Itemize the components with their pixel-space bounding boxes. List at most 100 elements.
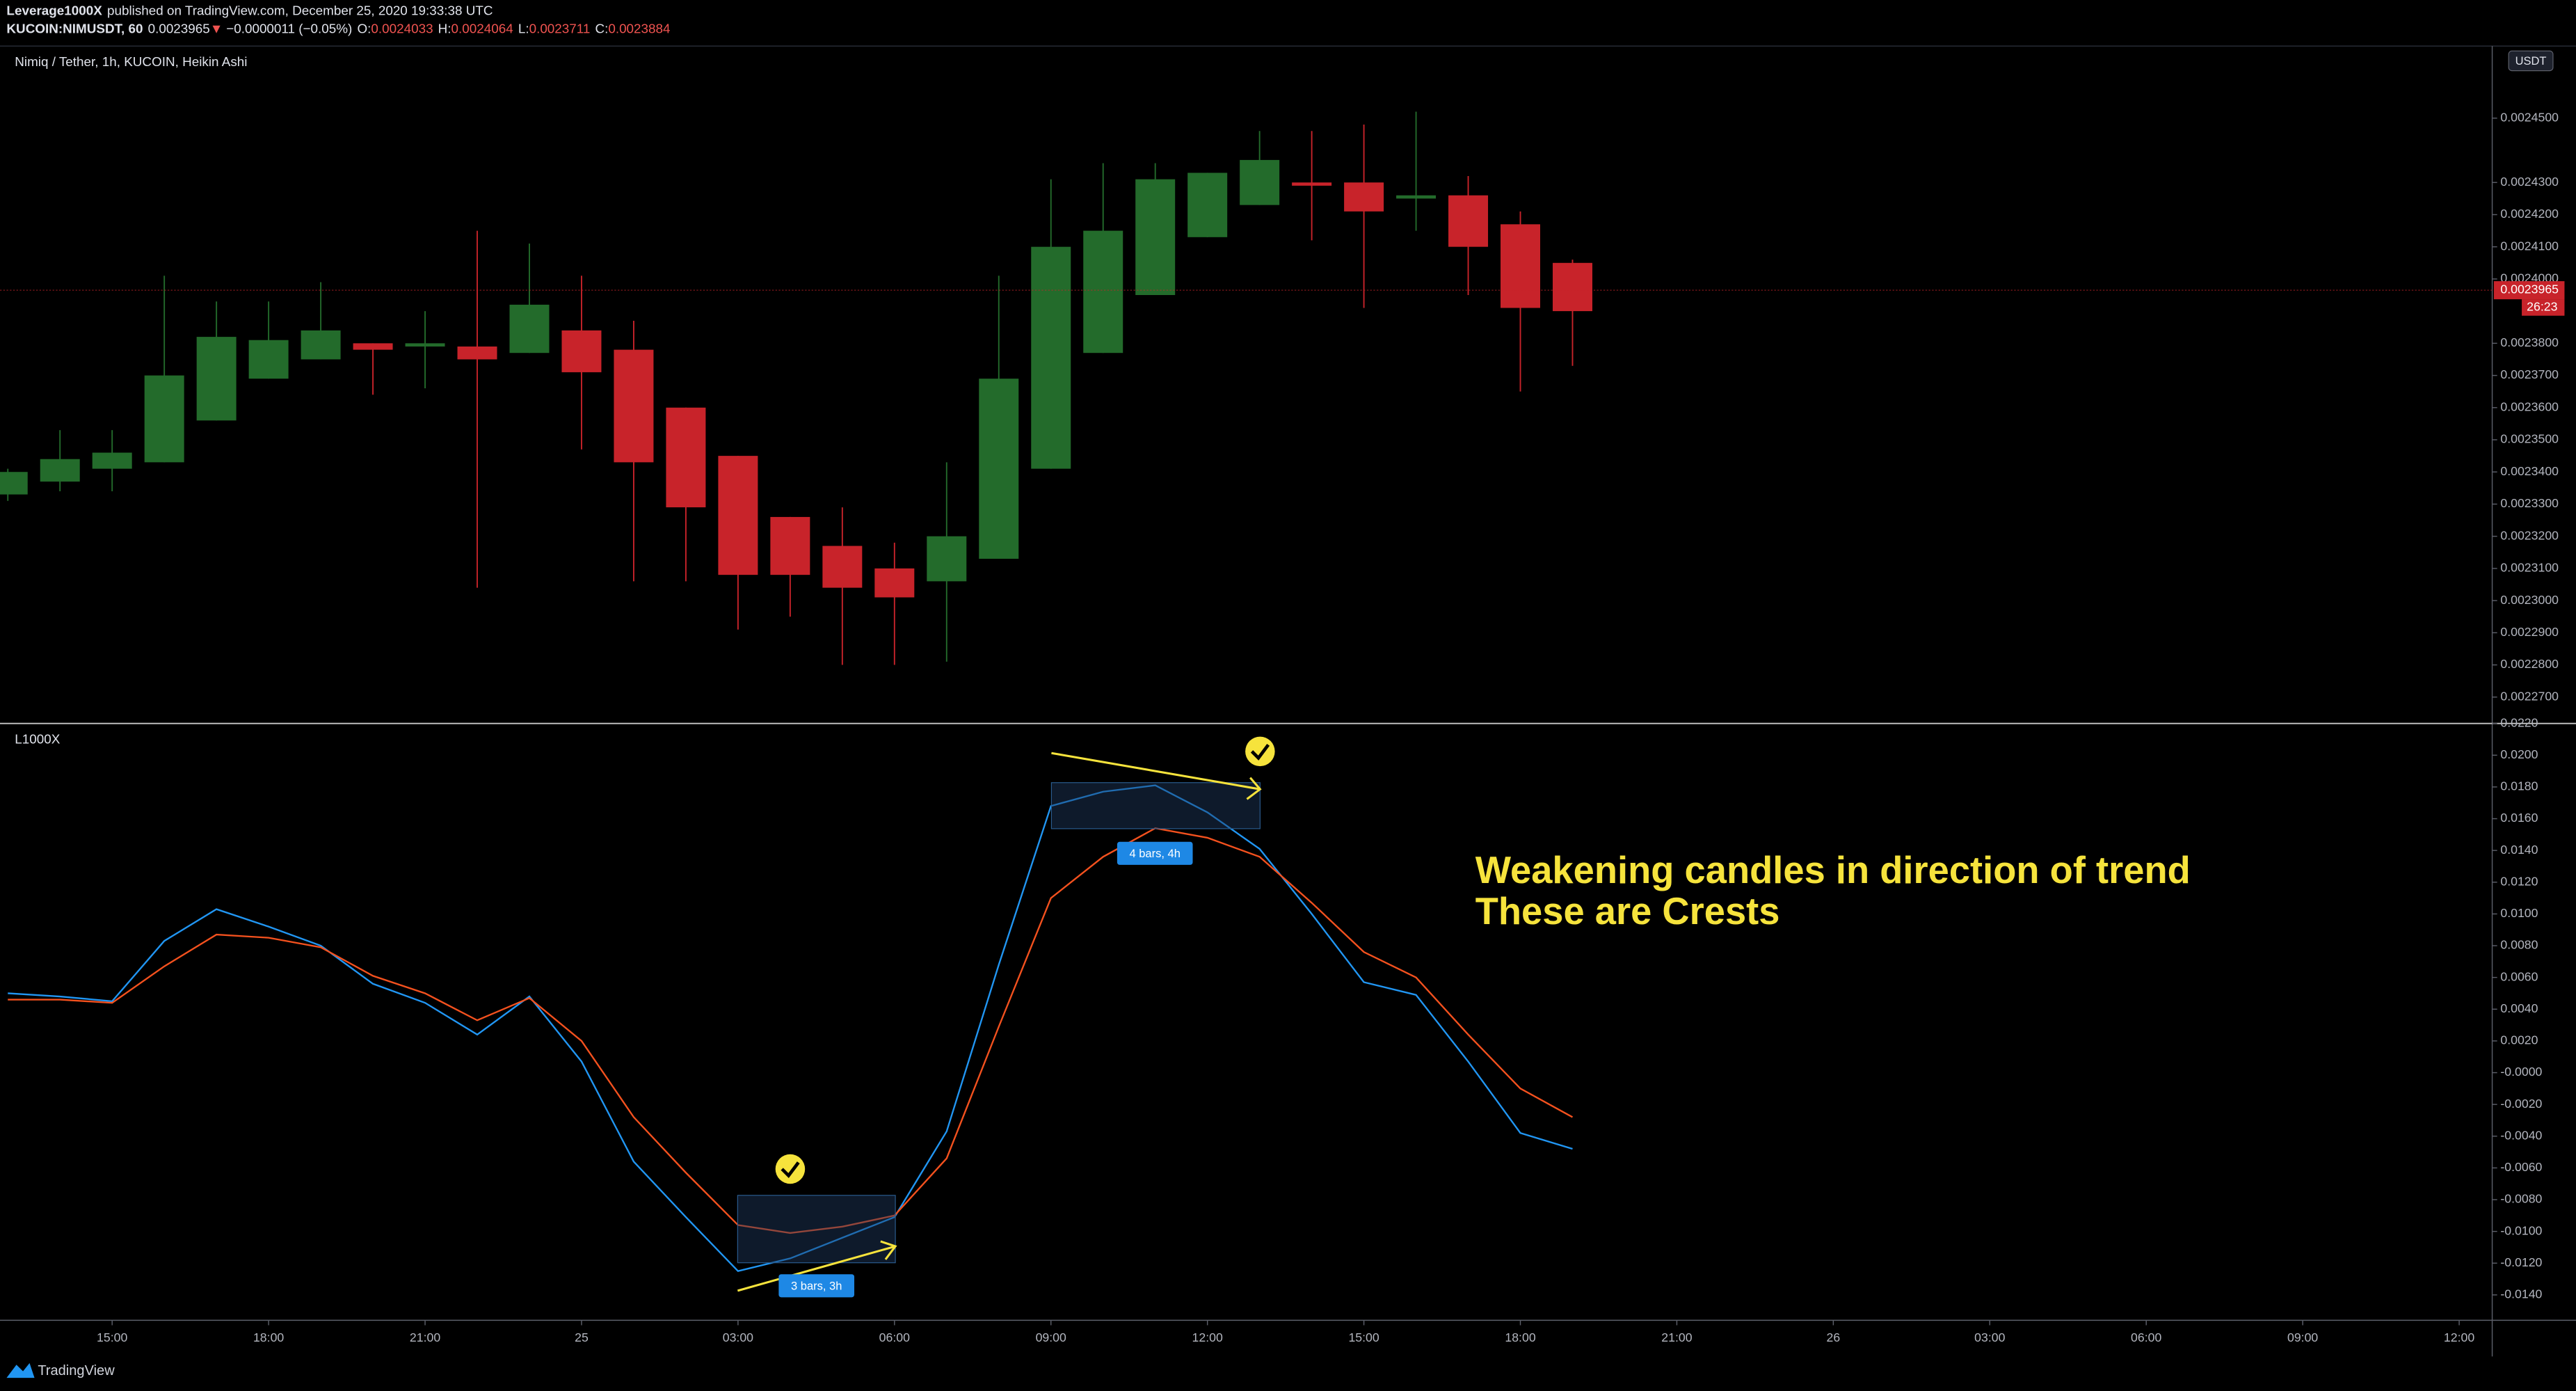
y-tick-label: 0.0060 xyxy=(2500,969,2538,983)
x-tick-label: 15:00 xyxy=(97,1330,127,1344)
symbol-line: KUCOIN:NIMUSDT, 60 0.0023965▼ −0.0000011 (… xyxy=(6,22,670,37)
ohlc-key: C: xyxy=(595,22,608,37)
y-tick-label: 0.0160 xyxy=(2500,811,2538,825)
header-line: Leverage1000X published on TradingView.co… xyxy=(6,4,493,19)
x-tick-label: 09:00 xyxy=(1036,1330,1066,1344)
candle-body xyxy=(561,330,602,372)
y-tick-label: 0.0120 xyxy=(2500,874,2538,888)
x-tick-label: 21:00 xyxy=(1661,1330,1692,1344)
last-price-badge xyxy=(2493,281,2565,300)
y-tick-label: -0.0100 xyxy=(2500,1223,2542,1237)
last: 0.0023965 xyxy=(148,22,210,37)
last-price-label: 0.0023965 xyxy=(2500,283,2559,296)
check-icon xyxy=(775,1154,806,1184)
y-tick-label: 0.0023000 xyxy=(2500,593,2559,607)
candle-body xyxy=(718,456,758,575)
line-series xyxy=(8,827,1574,1234)
x-tick-label: 09:00 xyxy=(2287,1330,2318,1344)
y-tick-label: 0.0080 xyxy=(2500,938,2538,952)
currency-badge[interactable] xyxy=(2508,50,2554,72)
candle-body xyxy=(1240,159,1280,205)
candle-body xyxy=(1187,173,1228,237)
y-tick-label: 0.0024200 xyxy=(2500,207,2559,221)
y-tick-label: -0.0120 xyxy=(2500,1255,2542,1269)
y-tick-label: 0.0022900 xyxy=(2500,625,2559,639)
candle-body xyxy=(0,472,28,495)
arrow: ▼ xyxy=(210,22,223,37)
candle-body xyxy=(1292,182,1332,186)
candle-body xyxy=(614,349,654,463)
y-tick-label: 0.0220 xyxy=(2500,715,2538,729)
y-tick-label: 0.0140 xyxy=(2500,843,2538,857)
trend-arrows xyxy=(737,752,1262,1292)
x-tick-label: 25 xyxy=(575,1330,589,1344)
y-tick-label: 0.0023600 xyxy=(2500,399,2559,413)
candle-body xyxy=(509,304,550,353)
y-tick-label: 0.0180 xyxy=(2500,779,2538,793)
x-tick-label: 18:00 xyxy=(1505,1330,1535,1344)
x-tick-label: 06:00 xyxy=(2131,1330,2161,1344)
y-tick-label: 0.0023400 xyxy=(2500,464,2559,478)
y-tick-label: -0.0060 xyxy=(2500,1160,2542,1174)
countdown-badge xyxy=(2522,299,2565,316)
arrow-head xyxy=(1246,777,1262,800)
pane-title: L1000X xyxy=(15,732,60,747)
candle-body xyxy=(1031,246,1071,469)
countdown: 26:23 xyxy=(2527,300,2557,314)
range-label: 3 bars, 3h xyxy=(791,1279,842,1292)
pane-title: Nimiq / Tether, 1h, KUCOIN, Heikin Ashi xyxy=(15,55,247,70)
author: Leverage1000X xyxy=(6,4,102,19)
y-tick-label: 0.0024300 xyxy=(2500,175,2559,189)
x-tick-label: 21:00 xyxy=(410,1330,440,1344)
check-icon xyxy=(1245,736,1275,767)
y-tick-label: 0.0020 xyxy=(2500,1033,2538,1047)
candle-body xyxy=(1448,195,1489,247)
y-tick-label: 0.0022700 xyxy=(2500,689,2559,703)
candle-body xyxy=(770,516,810,575)
candle-body xyxy=(144,375,184,463)
y-tick-label: -0.0020 xyxy=(2500,1097,2542,1111)
y-tick-label: 0.0023200 xyxy=(2500,528,2559,542)
x-tick-label: 12:00 xyxy=(1192,1330,1223,1344)
y-tick-label: 0.0023500 xyxy=(2500,432,2559,446)
ohlc-key: O: xyxy=(357,22,371,37)
arrow-head xyxy=(880,1240,897,1260)
ohlc-value: 0.0023884 xyxy=(608,22,670,37)
x-tick-label: 18:00 xyxy=(253,1330,284,1344)
x-tick-label: 26 xyxy=(1827,1330,1841,1344)
range-label-bg xyxy=(1117,841,1193,865)
y-tick-label: 0.0024500 xyxy=(2500,110,2559,124)
y-tick-label: -0.0140 xyxy=(2500,1287,2542,1301)
candle-body xyxy=(92,452,132,469)
y-tick-label: 0.0023300 xyxy=(2500,496,2559,510)
ohlc-value: 0.0024064 xyxy=(451,22,513,37)
arrow-line xyxy=(737,1245,896,1292)
x-tick-label: 06:00 xyxy=(879,1330,910,1344)
x-tick-label: 03:00 xyxy=(1974,1330,2005,1344)
arrow-line xyxy=(1051,752,1261,790)
annotation: Weakening candles in direction of trend xyxy=(1475,849,2191,891)
ohlc-key: L: xyxy=(518,22,529,37)
annotation: These are Crests xyxy=(1475,890,1780,932)
ohlc-key: H: xyxy=(438,22,451,37)
x-tick-label: 12:00 xyxy=(2444,1330,2474,1344)
y-tick-label: 0.0023100 xyxy=(2500,561,2559,575)
candle-body xyxy=(196,337,237,421)
candle-body xyxy=(457,346,497,360)
candle-body xyxy=(979,379,1019,559)
range-box xyxy=(1050,782,1261,829)
candle-body xyxy=(301,330,341,360)
range-box xyxy=(737,1195,896,1264)
change: −0.0000011 (−0.05%) xyxy=(226,22,352,37)
y-tick-label: 0.0200 xyxy=(2500,747,2538,761)
marks: 15:00 18:00 21:00 25 03:00 06:00 09:00 12:00 15:… xyxy=(0,110,2565,1344)
y-tick-label: -0.0000 xyxy=(2500,1065,2542,1079)
y-tick-label: 0.0023800 xyxy=(2500,335,2559,349)
y-tick-label: 0.0022800 xyxy=(2500,657,2559,671)
candle-body xyxy=(874,568,915,598)
currency: USDT xyxy=(2515,54,2547,67)
candle-body xyxy=(40,459,80,482)
candle-body xyxy=(1135,179,1176,296)
y-tick-label: 0.0023700 xyxy=(2500,367,2559,381)
